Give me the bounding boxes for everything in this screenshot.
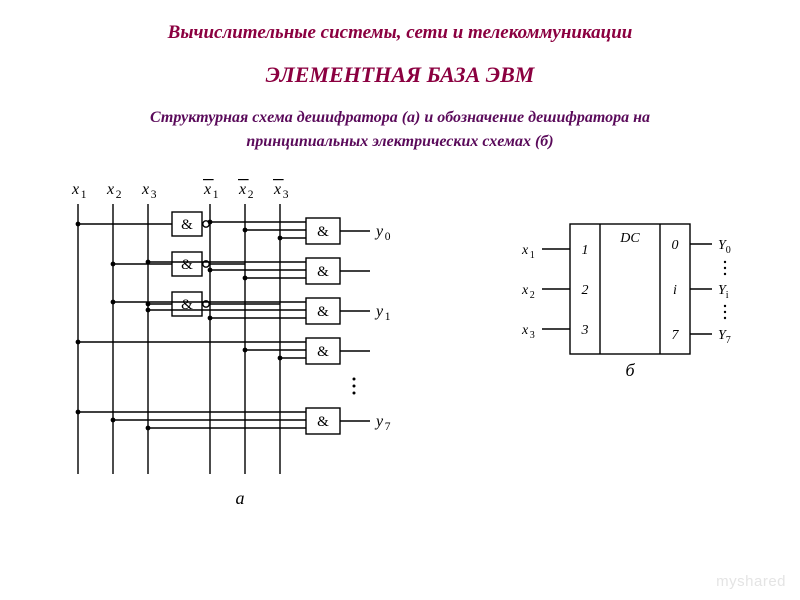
- svg-text:2: 2: [530, 290, 535, 301]
- svg-text:3: 3: [151, 189, 157, 201]
- page-title: Вычислительные системы, сети и телекомму…: [0, 0, 800, 44]
- svg-text:0: 0: [726, 245, 731, 256]
- svg-text:&: &: [181, 257, 193, 273]
- svg-text:1: 1: [385, 311, 391, 323]
- svg-text:i: i: [726, 290, 729, 301]
- svg-text:x: x: [521, 323, 529, 338]
- svg-text:2: 2: [248, 189, 254, 201]
- svg-text:x: x: [521, 283, 529, 298]
- svg-text:7: 7: [672, 328, 680, 343]
- svg-text:x: x: [71, 181, 79, 198]
- svg-text:&: &: [181, 217, 193, 233]
- svg-text:DC: DC: [619, 231, 640, 246]
- svg-text:y: y: [374, 413, 384, 430]
- caption-line-2: принципиальных электрических схемах (б): [246, 133, 553, 150]
- svg-text:x: x: [521, 243, 529, 258]
- caption-line-1: Структурная схема дешифратора (а) и обоз…: [150, 109, 650, 126]
- svg-text:7: 7: [726, 335, 731, 346]
- svg-text:0: 0: [672, 238, 679, 253]
- svg-text:x: x: [203, 181, 211, 198]
- svg-text:x: x: [238, 181, 246, 198]
- svg-text:i: i: [673, 283, 677, 298]
- svg-text:1: 1: [530, 250, 535, 261]
- svg-text:3: 3: [530, 330, 535, 341]
- svg-text:2: 2: [116, 189, 122, 201]
- svg-text:x: x: [273, 181, 281, 198]
- svg-text:&: &: [317, 344, 329, 360]
- svg-text:&: &: [317, 414, 329, 430]
- svg-text:7: 7: [385, 421, 391, 433]
- svg-text:1: 1: [582, 243, 589, 258]
- page-subtitle: ЭЛЕМЕНТНАЯ БАЗА ЭВМ: [0, 44, 800, 88]
- svg-text:y: y: [374, 303, 384, 320]
- diagram-container: x1x2x3x1x2x3&&&&y0&&y1&&y7а DCx11x22x330…: [0, 164, 800, 544]
- svg-text:x: x: [106, 181, 114, 198]
- svg-text:1: 1: [213, 189, 219, 201]
- diagram-a: x1x2x3x1x2x3&&&&y0&&y1&&y7а: [50, 174, 430, 519]
- watermark: myshared: [716, 573, 786, 590]
- svg-text:а: а: [236, 488, 245, 508]
- svg-text:&: &: [317, 304, 329, 320]
- svg-text:3: 3: [283, 189, 289, 201]
- svg-text:y: y: [374, 223, 384, 240]
- diagram-b: DCx11x22x330Y0iYi7Y7б: [520, 214, 760, 399]
- svg-text:б: б: [625, 360, 635, 380]
- figure-caption: Структурная схема дешифратора (а) и обоз…: [0, 88, 800, 154]
- svg-text:1: 1: [81, 189, 87, 201]
- svg-text:0: 0: [385, 231, 391, 243]
- svg-text:&: &: [317, 264, 329, 280]
- svg-text:2: 2: [582, 283, 589, 298]
- svg-text:3: 3: [581, 323, 589, 338]
- svg-text:&: &: [317, 224, 329, 240]
- svg-text:x: x: [141, 181, 149, 198]
